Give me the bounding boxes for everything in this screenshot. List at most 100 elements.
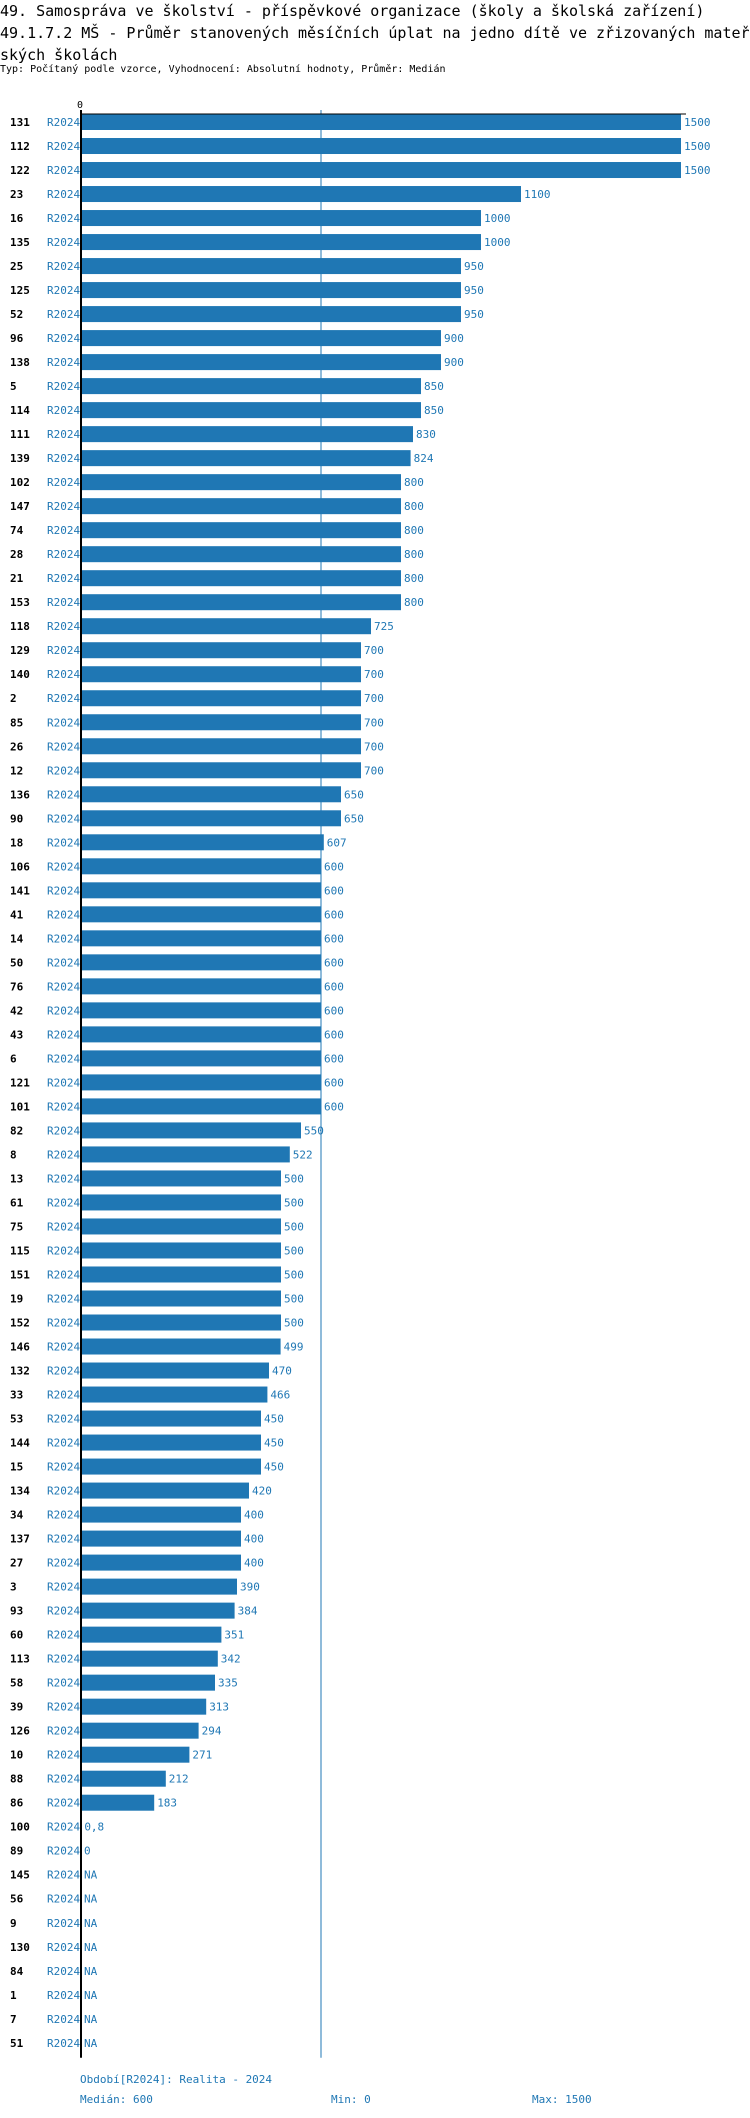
value-label: 700 xyxy=(364,764,384,777)
value-label: NA xyxy=(84,1965,98,1978)
category-label: 151 xyxy=(10,1268,30,1281)
bar xyxy=(82,1218,281,1235)
value-label: 271 xyxy=(192,1749,212,1762)
value-label: 700 xyxy=(364,740,384,753)
bar xyxy=(82,138,681,155)
category-label: 19 xyxy=(10,1292,23,1305)
bar xyxy=(82,354,441,371)
period-label: R2024 xyxy=(47,668,80,681)
bar xyxy=(82,930,321,947)
min-stat: Min: 0 xyxy=(331,2093,371,2106)
bar xyxy=(82,474,401,491)
period-label: R2024 xyxy=(47,1965,80,1978)
value-label: 550 xyxy=(304,1124,324,1137)
period-label: R2024 xyxy=(47,476,80,489)
period-label: R2024 xyxy=(47,1317,80,1330)
value-label: 950 xyxy=(464,308,484,321)
period-label: R2024 xyxy=(47,524,80,537)
bar xyxy=(82,378,421,395)
value-label: 294 xyxy=(202,1725,222,1738)
bar xyxy=(82,1650,218,1667)
period-label: R2024 xyxy=(47,908,80,921)
value-label: 1500 xyxy=(684,140,711,153)
value-label: 450 xyxy=(264,1437,284,1450)
period-label: R2024 xyxy=(47,2037,80,2050)
period-label: R2024 xyxy=(47,260,80,273)
period-label: R2024 xyxy=(47,308,80,321)
period-label: R2024 xyxy=(47,1052,80,1065)
value-label: 607 xyxy=(327,836,347,849)
bar xyxy=(82,210,481,227)
category-label: 1 xyxy=(10,1989,17,2002)
category-label: 14 xyxy=(10,932,24,945)
period-label: R2024 xyxy=(47,1653,80,1666)
period-label: R2024 xyxy=(47,1100,80,1113)
bar xyxy=(82,666,361,683)
period-label: R2024 xyxy=(47,1989,80,2002)
bar xyxy=(82,1338,281,1355)
category-label: 10 xyxy=(10,1749,23,1762)
period-label: R2024 xyxy=(47,1629,80,1642)
bar xyxy=(82,258,461,275)
value-label: 700 xyxy=(364,668,384,681)
value-label: 400 xyxy=(244,1533,264,1546)
period-label: R2024 xyxy=(47,1437,80,1450)
period-label: R2024 xyxy=(47,212,80,225)
period-label: R2024 xyxy=(47,1172,80,1185)
bar xyxy=(82,1746,190,1763)
bar xyxy=(82,1170,281,1187)
bar xyxy=(82,1458,261,1475)
bar xyxy=(82,1482,249,1499)
bar xyxy=(82,1434,261,1451)
period-label: R2024 xyxy=(47,1509,80,1522)
category-label: 138 xyxy=(10,356,30,369)
period-label: R2024 xyxy=(47,1581,80,1594)
period-label: R2024 xyxy=(47,572,80,585)
value-label: 700 xyxy=(364,716,384,729)
bar xyxy=(82,690,361,707)
category-label: 53 xyxy=(10,1413,23,1426)
value-label: 800 xyxy=(404,524,424,537)
axis-zero-label: 0 xyxy=(77,100,83,111)
period-label: R2024 xyxy=(47,236,80,249)
category-label: 82 xyxy=(10,1124,23,1137)
period-label: R2024 xyxy=(47,932,80,945)
period-label: R2024 xyxy=(47,428,80,441)
value-label: 400 xyxy=(244,1509,264,1522)
value-label: 1500 xyxy=(684,164,711,177)
category-label: 102 xyxy=(10,476,30,489)
period-label: R2024 xyxy=(47,1413,80,1426)
period-label: R2024 xyxy=(47,1148,80,1161)
bar xyxy=(82,498,401,515)
category-label: 129 xyxy=(10,644,30,657)
category-label: 146 xyxy=(10,1341,30,1354)
period-label: R2024 xyxy=(47,404,80,417)
bar xyxy=(82,1386,268,1403)
period-label: R2024 xyxy=(47,596,80,609)
period-label: R2024 xyxy=(47,1004,80,1017)
bar xyxy=(82,1194,281,1211)
value-label: NA xyxy=(84,2013,98,2026)
category-label: 100 xyxy=(10,1821,30,1834)
category-label: 56 xyxy=(10,1893,24,1906)
category-label: 26 xyxy=(10,740,24,753)
category-label: 140 xyxy=(10,668,30,681)
bar xyxy=(82,1362,269,1379)
category-label: 139 xyxy=(10,452,30,465)
category-label: 88 xyxy=(10,1773,23,1786)
category-label: 2 xyxy=(10,692,17,705)
period-label: R2024 xyxy=(47,1533,80,1546)
period-label: R2024 xyxy=(47,836,80,849)
category-label: 74 xyxy=(10,524,24,537)
category-label: 15 xyxy=(10,1461,23,1474)
period-label: R2024 xyxy=(47,1677,80,1690)
value-label: 824 xyxy=(414,452,434,465)
value-label: 600 xyxy=(324,980,344,993)
period-label: R2024 xyxy=(47,956,80,969)
value-label: 0,8 xyxy=(84,1821,104,1834)
period-label: R2024 xyxy=(47,764,80,777)
period-label: R2024 xyxy=(47,1821,80,1834)
category-label: 126 xyxy=(10,1725,30,1738)
category-label: 111 xyxy=(10,428,30,441)
